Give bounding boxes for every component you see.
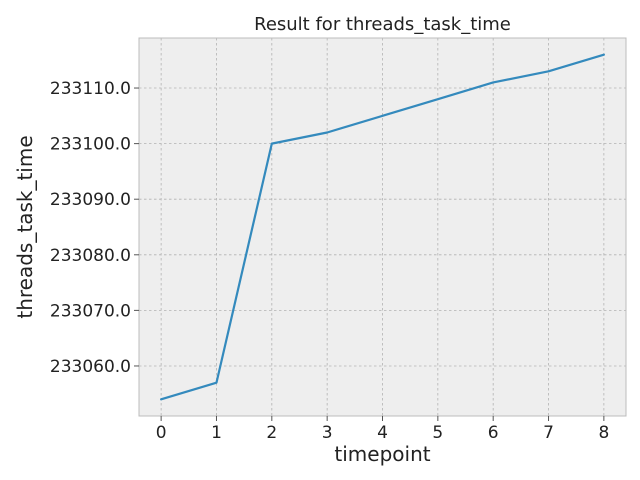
y-tick-label: 233080.0	[50, 246, 131, 266]
x-axis-label: timepoint	[334, 442, 430, 466]
y-tick-label: 233100.0	[50, 135, 131, 155]
series-group	[160, 53, 605, 401]
series-line	[160, 53, 605, 401]
x-tick-label: 3	[322, 423, 333, 443]
x-tick-label: 7	[543, 423, 554, 443]
x-tick-label: 6	[488, 423, 499, 443]
y-tick-label: 233070.0	[50, 301, 131, 321]
x-tick-label: 5	[432, 423, 443, 443]
y-axis-ticks: 233060.0 233070.0 233080.0 233090.0 233100.0…	[50, 79, 139, 377]
x-tick-label: 2	[266, 423, 277, 443]
x-axis-ticks: 0 1 2 3 4 5 6 7 8	[156, 416, 609, 443]
chart-title: Result for threads_task_time	[254, 14, 511, 35]
y-tick-label: 233110.0	[50, 79, 131, 99]
x-tick-label: 4	[377, 423, 388, 443]
x-tick-label: 0	[156, 423, 167, 443]
x-tick-label: 8	[598, 423, 609, 443]
y-axis-label: threads_task_time	[13, 135, 37, 318]
y-tick-label: 233090.0	[50, 190, 131, 210]
x-tick-label: 1	[211, 423, 222, 443]
y-tick-label: 233060.0	[50, 357, 131, 377]
